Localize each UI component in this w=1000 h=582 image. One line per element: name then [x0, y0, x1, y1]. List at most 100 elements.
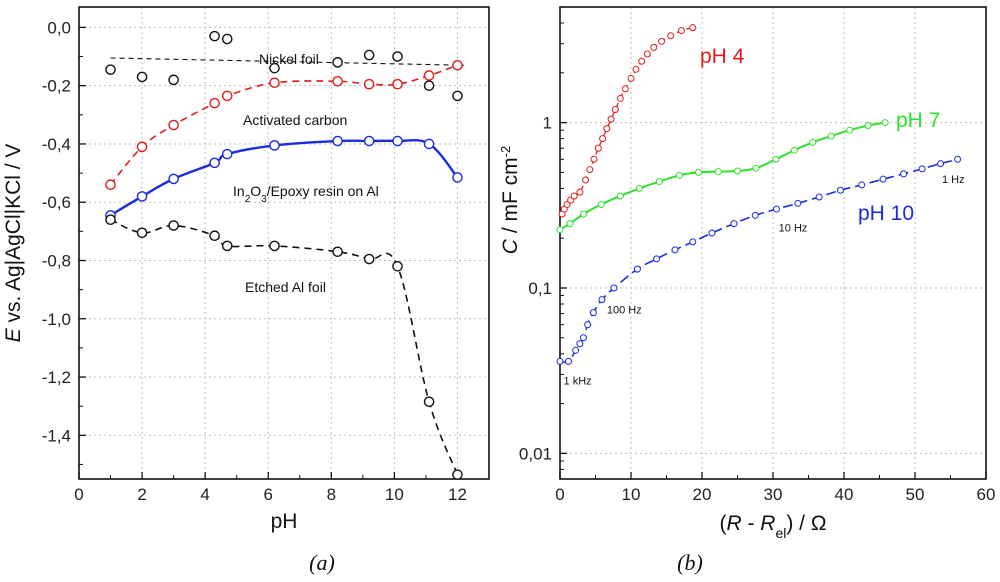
- panel-b-series-2-point: [918, 165, 926, 173]
- panel-b-series-0-point: [650, 43, 658, 51]
- panel-b-x-axis-label: (R - Rel) / Ω: [719, 512, 826, 541]
- panel-b-series-2-point: [836, 186, 844, 194]
- panel-b-series-2-line: [559, 158, 958, 364]
- panel-b-y-axis-label: C / mF cm-2: [498, 146, 523, 254]
- panel-a-series-1-point: [363, 78, 375, 90]
- panel-b-series-0-point: [590, 155, 598, 163]
- panel-a-series-2-point: [392, 135, 403, 147]
- panel-b-series: [556, 24, 962, 365]
- panel-b-series-1-point: [597, 200, 605, 208]
- panel-b-series-2-point: [858, 181, 866, 189]
- frequency-label: 1 Hz: [942, 174, 965, 186]
- panel-b-series-0-point: [594, 144, 602, 152]
- panel-b-series-2-point: [794, 199, 802, 207]
- panel-a-y-tick-label: -1,4: [42, 426, 71, 445]
- panel-a-series-2-point: [332, 135, 343, 147]
- panel-a-series-0-point: [269, 62, 280, 74]
- panel-b-series-2-point: [879, 175, 887, 183]
- panel-a-x-tick-label: 6: [263, 485, 272, 504]
- panel-b-series-2-point: [579, 334, 587, 342]
- panel-a-y-tick-label: -0,6: [42, 193, 71, 212]
- panel-b-series-1-point: [809, 138, 817, 146]
- panel-b-series-2-point: [773, 205, 781, 213]
- panel-b-series-1-point: [714, 168, 722, 176]
- label-ph4: pH 4: [700, 45, 745, 68]
- panel-a-series-1-point: [168, 119, 179, 131]
- panel-b-x-tick-label: 30: [764, 485, 783, 504]
- panel-b-series-0-point: [576, 188, 584, 196]
- panel-a-series-2-point: [209, 157, 220, 169]
- panel-b-x-tick-label: 0: [555, 485, 564, 504]
- panel-b: 0 10 20 30 40 50 60 1 0,1 0,01 pH 4 pH 7 pH 10 1 …: [498, 6, 996, 575]
- panel-b-x-tick-label: 10: [622, 485, 641, 504]
- panel-b-x-tick-label: 60: [977, 485, 996, 504]
- panel-a-y-tick-label: 0,0: [47, 18, 71, 37]
- panel-a-y-tick-label: -0,4: [42, 135, 71, 154]
- panel-a-series-2-line: [109, 139, 459, 217]
- panel-b-x-tick-label: 40: [835, 485, 854, 504]
- label-etched-al-foil: Etched Al foil: [245, 279, 326, 295]
- panel-a-frame: [78, 6, 490, 480]
- panel-b-series-2-point: [633, 265, 641, 273]
- panel-b-series-1-point: [655, 178, 663, 186]
- panel-b-series-1-point: [881, 119, 889, 127]
- panel-a-series-3-point: [363, 253, 375, 265]
- panel-a-series-3-point: [168, 220, 179, 231]
- panel-a-series-3-point: [209, 230, 220, 242]
- panel-b-series-2-point: [689, 238, 697, 246]
- panel-a-ticks: 0 2 4 6 8 10 12 0,0 -0,2 -0,4 -0,6 -0,8 -1,0 -1,2 -1,4: [42, 18, 467, 504]
- panel-b-series-2-point: [584, 321, 592, 329]
- panel-b-series-0-point: [611, 106, 619, 114]
- panel-a-series-1-point: [423, 70, 435, 81]
- panel-b-ticks: 0 10 20 30 40 50 60 1 0,1 0,01: [519, 22, 996, 504]
- panel-b-y-tick-label: 0,1: [528, 279, 552, 298]
- label-ph10: pH 10: [858, 202, 914, 225]
- panel-a-series-3-point: [221, 240, 233, 252]
- panel-b-grid: [560, 7, 986, 479]
- frequency-label: 1 kHz: [564, 376, 592, 388]
- panel-a-series-3-point: [105, 214, 116, 225]
- panel-b-series-0-point: [627, 74, 635, 82]
- panel-b-series-1-point: [846, 126, 854, 134]
- panel-b-y-tick-label: 0,01: [519, 444, 552, 463]
- panel-b-series-2-point: [900, 170, 908, 178]
- panel-a-series-0-point: [168, 74, 179, 86]
- panel-b-series-1-point: [636, 184, 644, 192]
- panel-a-series-2-point: [452, 172, 463, 183]
- panel-a-series-1-point: [452, 59, 463, 71]
- panel-a-series-0-point: [423, 80, 435, 91]
- panel-b-series-0-point: [689, 24, 697, 32]
- panel-b-series-2-point: [565, 357, 573, 365]
- panel-a-series-0-point: [105, 64, 116, 75]
- panel-b-series-0-point: [638, 57, 646, 65]
- panel-b-series-2-point: [937, 160, 945, 168]
- panel-a-series-1-point: [332, 75, 343, 87]
- panel-a-y-tick-label: -1,0: [42, 310, 71, 329]
- panel-b-series-0-point: [570, 192, 578, 200]
- panel-b-series-0-point: [616, 94, 624, 102]
- panel-a-series-1-point: [105, 179, 116, 191]
- panel-a: 0 2 4 6 8 10 12 0,0 -0,2 -0,4 -0,6 -0,8 -1,0 -1,2 -1,4…: [2, 6, 490, 575]
- panel-b-series-1-point: [675, 171, 683, 179]
- panel-b-series-2-point: [730, 220, 738, 228]
- panel-a-series-1-point: [392, 78, 403, 90]
- panel-a-y-tick-label: -0,8: [42, 251, 71, 270]
- panel-b-series-1-point: [556, 226, 564, 234]
- panel-a-x-tick-label: 2: [137, 485, 146, 504]
- panel-a-series-2-point: [168, 173, 179, 185]
- panel-b-series-1-point: [616, 192, 624, 200]
- panel-b-series-2-point: [708, 229, 716, 237]
- panel-b-series-2-point: [576, 340, 584, 348]
- panel-a-series-0-point: [392, 51, 403, 62]
- panel-a-y-tick-label: -0,2: [42, 77, 71, 96]
- panel-b-y-tick-label: 1: [543, 114, 552, 133]
- panel-a-series-2-point: [221, 148, 233, 160]
- panel-b-series-1-line: [559, 121, 886, 231]
- panel-a-series-3-point: [332, 246, 343, 258]
- panel-b-series-1-point: [752, 164, 760, 172]
- panel-b-series-2-point: [572, 346, 580, 354]
- panel-b-frequency-labels: 1 kHz 100 Hz 10 Hz 1 Hz: [564, 174, 965, 388]
- panel-b-series-0-point: [658, 37, 666, 45]
